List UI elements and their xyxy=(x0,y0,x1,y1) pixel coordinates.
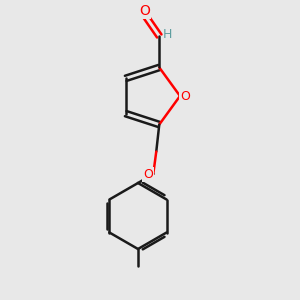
Text: H: H xyxy=(163,28,172,41)
Text: O: O xyxy=(143,167,153,181)
Text: O: O xyxy=(181,89,190,103)
Text: O: O xyxy=(139,4,150,18)
